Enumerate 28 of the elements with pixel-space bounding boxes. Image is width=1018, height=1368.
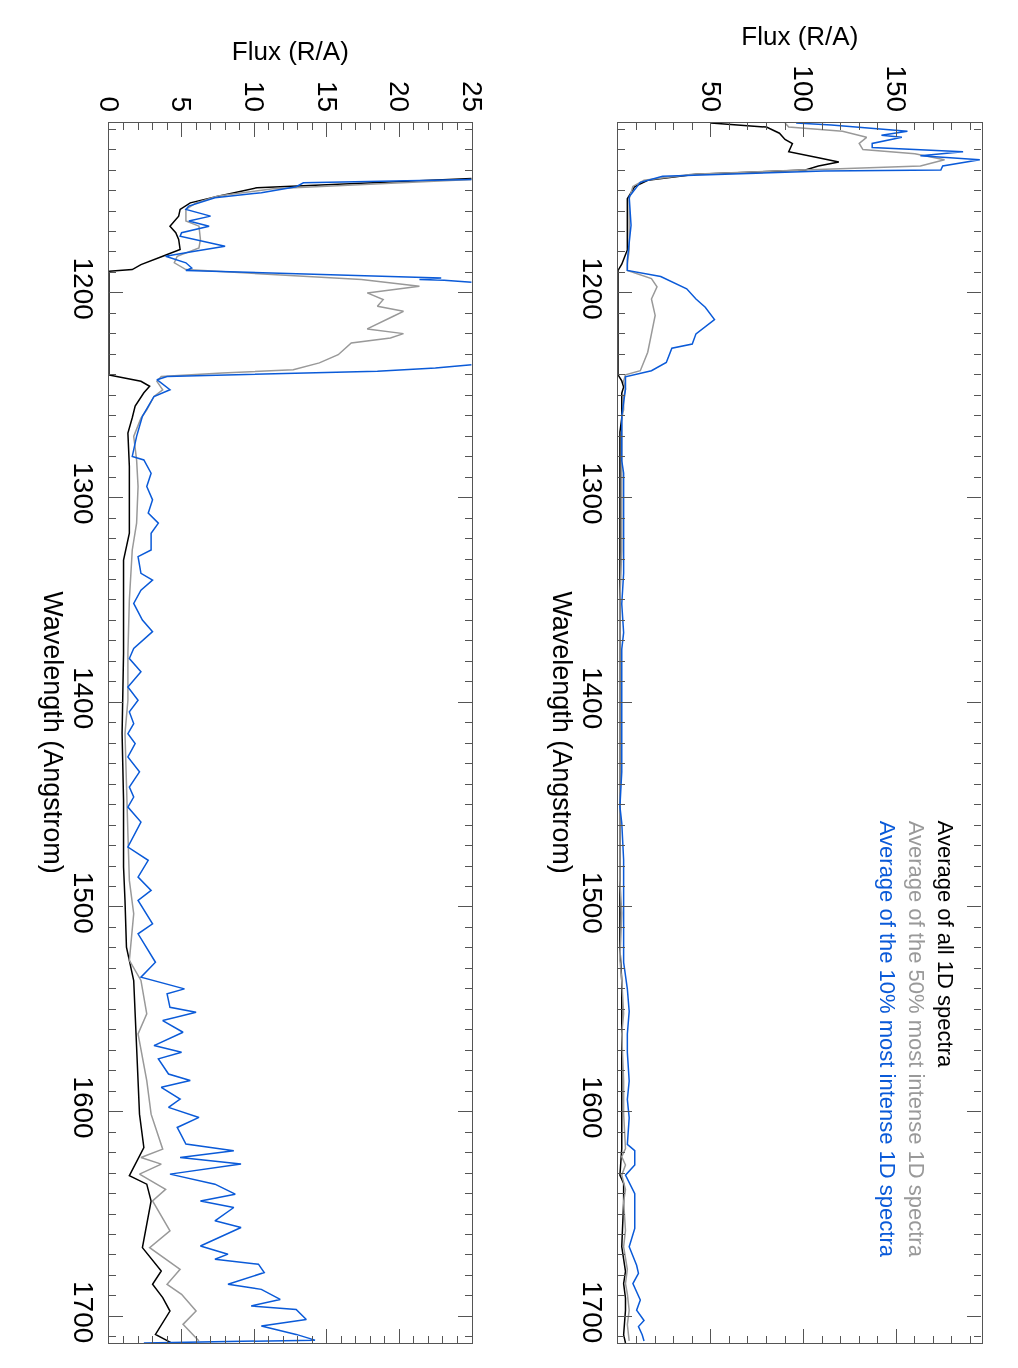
x-tick-label: 0 [93, 96, 125, 113]
x-tick-label: 50 [695, 80, 727, 113]
y-tick-label: 1400 [68, 666, 100, 730]
y-tick-label: 1500 [577, 871, 609, 934]
x-tick-label: 100 [788, 65, 820, 113]
y-tick-label: 1500 [68, 871, 100, 934]
y-tick-label: 1300 [577, 462, 609, 525]
text: Average of the 10% most intense 1D spectra [875, 820, 901, 1258]
text: Average of all 1D spectra [933, 820, 959, 1068]
y-tick-label: 1400 [577, 666, 609, 730]
x-tick-label: 5 [166, 96, 198, 113]
y-tick-label: 1300 [68, 462, 100, 525]
x-tick-label: 15 [311, 80, 343, 113]
y-axis-title: Wavelength (Angstrom) [37, 591, 68, 874]
x-tick-label: 150 [881, 65, 913, 113]
y-axis-title: Wavelength (Angstrom) [546, 591, 577, 874]
y-tick-label: 1600 [577, 1076, 609, 1139]
x-axis-title: Flux (R/A) [741, 20, 859, 51]
x-tick-label: 10 [238, 80, 270, 113]
y-tick-label: 1700 [577, 1281, 609, 1344]
text: Average of the 50% most intense 1D spectra [904, 820, 930, 1258]
y-tick-label: 1200 [577, 257, 609, 320]
y-tick-label: 1700 [68, 1281, 100, 1344]
x-tick-label: 25 [456, 80, 488, 113]
y-tick-label: 1200 [68, 257, 100, 320]
x-tick-label: 20 [384, 80, 416, 113]
x-axis-title: Flux (R/A) [231, 36, 349, 67]
y-tick-label: 1600 [68, 1076, 100, 1139]
